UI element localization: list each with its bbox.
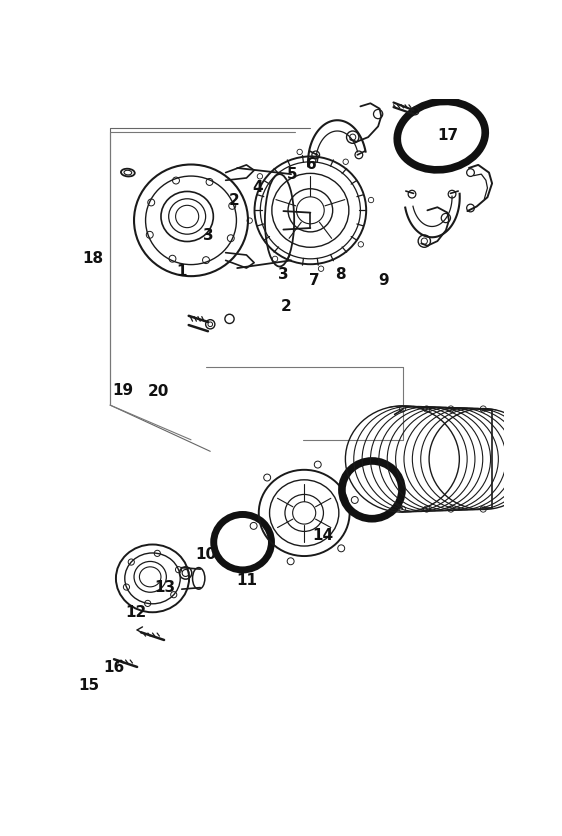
Text: 2: 2 xyxy=(229,192,239,207)
Text: 13: 13 xyxy=(154,579,175,594)
Text: 7: 7 xyxy=(309,273,319,288)
Text: 8: 8 xyxy=(334,267,345,282)
Text: 11: 11 xyxy=(237,573,257,588)
Text: 19: 19 xyxy=(112,383,133,397)
Text: 15: 15 xyxy=(79,677,99,692)
Text: 16: 16 xyxy=(103,660,125,675)
Text: 3: 3 xyxy=(278,267,289,282)
Text: 20: 20 xyxy=(147,384,169,399)
Text: 2: 2 xyxy=(280,298,291,314)
Text: 4: 4 xyxy=(252,180,263,195)
Text: 6: 6 xyxy=(306,157,317,172)
Text: 17: 17 xyxy=(438,128,459,143)
Text: 3: 3 xyxy=(203,228,214,243)
Text: 18: 18 xyxy=(83,251,104,266)
Text: 14: 14 xyxy=(312,528,333,543)
Text: 9: 9 xyxy=(378,273,388,288)
Text: 5: 5 xyxy=(287,167,298,182)
Text: 12: 12 xyxy=(125,604,146,619)
Text: 1: 1 xyxy=(177,263,187,278)
Text: 10: 10 xyxy=(195,547,216,562)
